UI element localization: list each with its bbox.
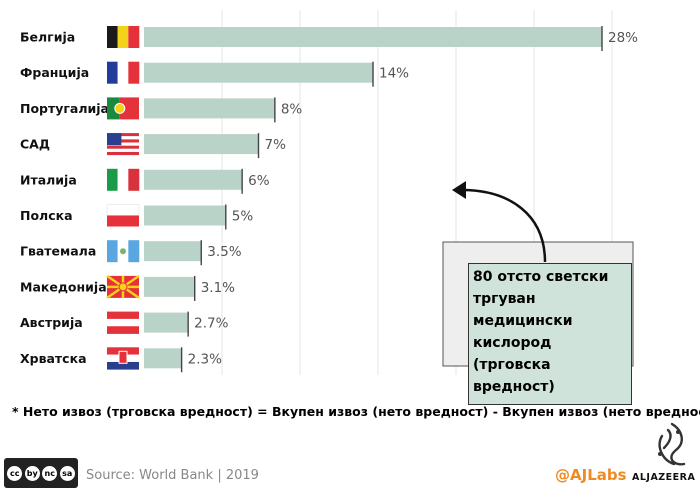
- poland-flag: [106, 204, 140, 227]
- bar: [144, 241, 202, 262]
- value-label: 6%: [248, 173, 270, 189]
- country-label: Белгија: [20, 30, 75, 45]
- license-sa: sa: [59, 465, 75, 481]
- chart-rows: Белгија 28% Франција 14% Португалија 8% САД 7% И…: [20, 26, 638, 373]
- country-label: Македонија: [20, 279, 107, 294]
- value-label: 3.1%: [201, 280, 235, 296]
- ajlabs-handle: @AJLabs: [555, 466, 627, 484]
- creative-commons-icon: cc by nc sa: [4, 458, 78, 488]
- country-label: Полска: [20, 208, 73, 223]
- italy-flag: [107, 168, 140, 191]
- value-label: 5%: [232, 209, 254, 225]
- bar: [144, 98, 275, 119]
- country-label: Италија: [20, 172, 77, 187]
- bar: [144, 62, 373, 83]
- country-label: Австрија: [20, 315, 83, 330]
- portugal-flag: [107, 97, 139, 120]
- country-label: Гватемала: [20, 244, 96, 259]
- bar: [144, 134, 259, 155]
- value-label: 3.5%: [207, 244, 241, 260]
- license-by: by: [24, 465, 40, 481]
- footnote: * Нето извоз (трговска вредност) = Вкупе…: [12, 404, 700, 419]
- license-nc: nc: [42, 465, 58, 481]
- bar: [144, 205, 226, 226]
- croatia-flag: [107, 347, 139, 370]
- license-cc: cc: [7, 465, 23, 481]
- country-label: САД: [20, 137, 50, 152]
- france-flag: [107, 61, 140, 84]
- usa-flag: [107, 133, 139, 156]
- annotation-text: 80 отсто светски тргуван медицински кисл…: [468, 263, 632, 405]
- value-label: 7%: [265, 137, 287, 153]
- bar: [144, 169, 243, 190]
- value-label: 8%: [281, 101, 303, 117]
- value-label: 2.7%: [194, 316, 228, 332]
- bar: [144, 276, 195, 297]
- bar: [144, 27, 602, 47]
- bar: [144, 312, 189, 333]
- source-text: Source: World Bank | 2019: [86, 468, 259, 483]
- aljazeera-logo-icon: [658, 422, 686, 466]
- value-label: 2.3%: [188, 351, 222, 367]
- country-label: Португалија: [20, 101, 109, 116]
- value-label: 14%: [379, 66, 409, 82]
- annotation-arrow: [461, 188, 547, 263]
- country-label: Франција: [20, 65, 89, 80]
- aljazeera-logo-text: ALJAZEERA: [632, 472, 696, 483]
- belgium-flag: [107, 26, 140, 48]
- bar: [144, 348, 182, 369]
- macedonia-flag: [106, 274, 140, 299]
- guatemala-flag: [107, 240, 140, 263]
- austria-flag: [107, 311, 139, 334]
- annotation-arrowhead-icon: [452, 181, 466, 199]
- value-label: 28%: [608, 30, 638, 46]
- country-label: Хрватска: [20, 351, 87, 366]
